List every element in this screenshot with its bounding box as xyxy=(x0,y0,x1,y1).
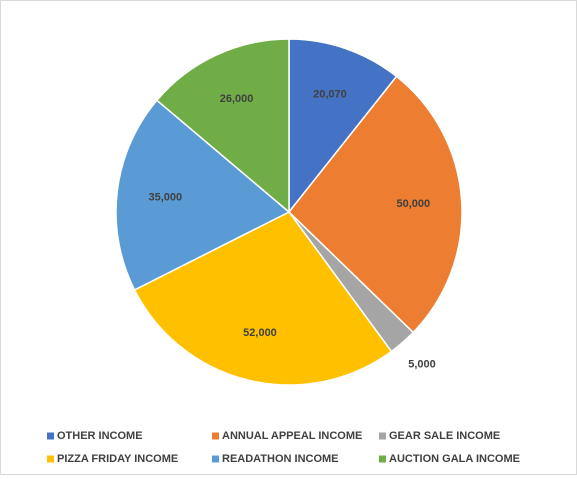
legend-label: GEAR SALE INCOME xyxy=(389,430,500,442)
pie-slice xyxy=(287,75,463,334)
data-label: 20,070 xyxy=(313,88,347,100)
pie-slice xyxy=(155,38,290,214)
pie-slice xyxy=(133,211,393,386)
pie-slice xyxy=(288,38,398,215)
legend-label: READATHON INCOME xyxy=(222,453,339,465)
legend-marker xyxy=(379,432,386,440)
data-label: 50,000 xyxy=(396,198,430,210)
legend-label: AUCTION GALA INCOME xyxy=(389,453,520,465)
data-label: 35,000 xyxy=(148,191,182,203)
pie-slice xyxy=(115,99,291,291)
legend-label: PIZZA FRIDAY INCOME xyxy=(57,453,178,465)
data-label: 5,000 xyxy=(408,358,436,370)
legend-marker xyxy=(47,432,54,440)
data-label: 26,000 xyxy=(220,93,254,105)
legend-label: OTHER INCOME xyxy=(57,430,143,442)
legend-marker xyxy=(212,455,219,463)
legend-marker xyxy=(212,432,219,440)
data-label: 52,000 xyxy=(243,327,277,339)
legend-marker xyxy=(47,455,54,463)
legend-label: ANNUAL APPEAL INCOME xyxy=(222,430,362,442)
legend-marker xyxy=(379,455,386,463)
